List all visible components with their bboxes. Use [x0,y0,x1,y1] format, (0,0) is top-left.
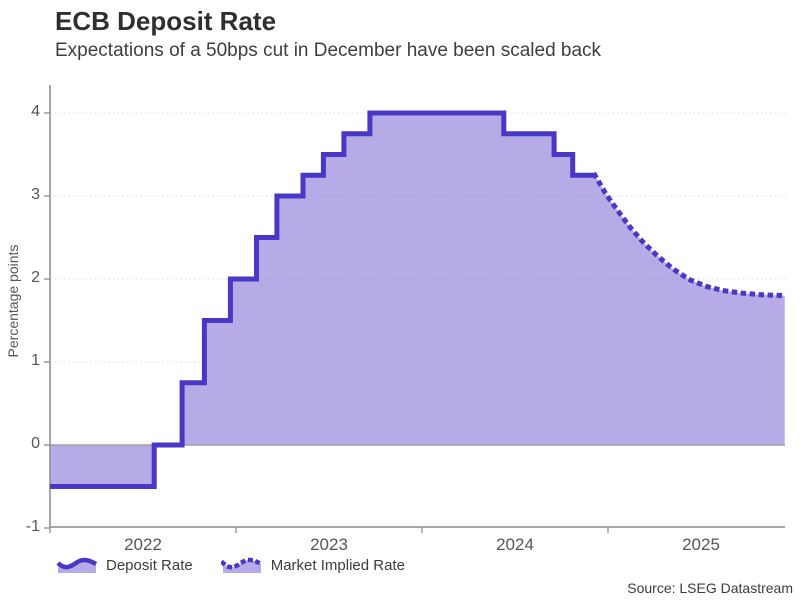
legend: Deposit Rate Market Implied Rate [56,555,433,575]
deposit-rate-legend-icon [56,557,98,573]
chart-title: ECB Deposit Rate [55,6,277,36]
legend-label-deposit-rate: Deposit Rate [106,556,193,574]
y-tick-label: 1 [31,352,40,369]
chart-subtitle: Expectations of a 50bps cut in December … [55,40,602,61]
area-fill [50,113,785,487]
axis-tick-marks [44,112,609,533]
axis-spines [49,85,785,528]
legend-item-market-implied-rate: Market Implied Rate [220,555,405,575]
legend-label-market-implied-rate: Market Implied Rate [270,556,405,574]
x-tick-label: 2024 [496,535,534,554]
legend-item-deposit-rate: Deposit Rate [56,555,193,575]
y-tick-label: 0 [31,435,40,452]
deposit-rate-line [50,110,595,489]
y-tick-label: 4 [31,103,40,120]
y-tick-label: 3 [31,186,40,203]
x-tick-label: 2022 [124,535,162,554]
y-tick-label: -1 [25,518,40,535]
x-tick-label: 2025 [682,535,720,554]
x-tick-label: 2023 [310,535,348,554]
y-tick-label: 2 [31,269,40,286]
gridlines [50,112,785,363]
market-implied-rate-legend-icon [220,557,263,573]
market-implied-line [591,171,788,299]
source-credit: Source: LSEG Datastream [627,580,793,596]
